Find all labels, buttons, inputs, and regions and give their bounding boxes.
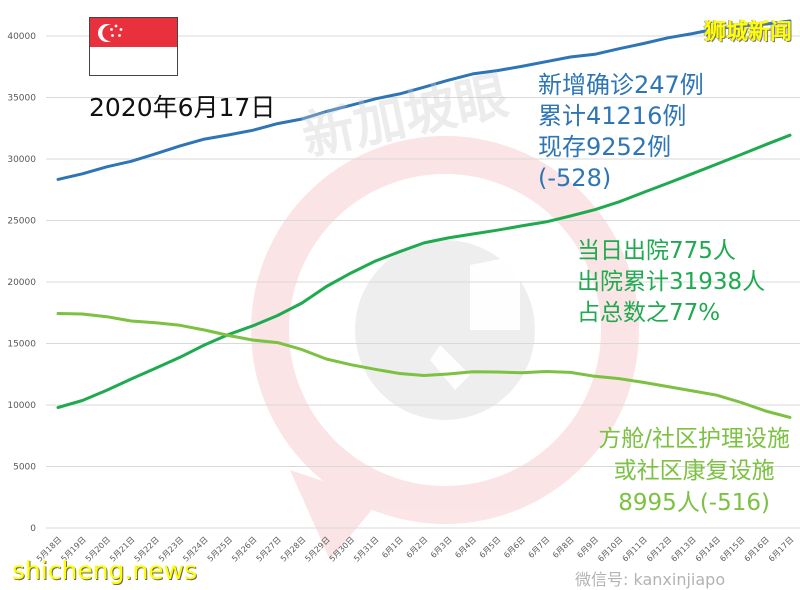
singapore-flag-icon [89, 17, 178, 76]
grid-lines [46, 35, 800, 529]
facility-label-line1: 方舱/社区护理设施 [598, 426, 790, 452]
y-tick-label: 5000 [13, 463, 36, 473]
x-tick-label: 6月17日 [767, 535, 795, 563]
discharged-percent-text: 占总数之77% [577, 300, 721, 326]
x-tick-label: 6月11日 [621, 535, 649, 563]
y-axis-ticks: 0 5000 10000 15000 20000 25000 30000 35000 40000 [7, 32, 36, 534]
confirmed-annotation: 新增确诊247例 累计41216例 现存9252例 (-528) [538, 70, 704, 194]
total-cases-text: 累计41216例 [538, 102, 687, 130]
series-lines [56, 19, 792, 419]
community-facility-annotation: 方舱/社区护理设施 或社区康复设施 8995人(-516) [598, 423, 790, 519]
x-tick-label: 6月8日 [551, 535, 576, 560]
x-tick-label: 5月31日 [352, 535, 380, 563]
x-tick-label: 6月2日 [405, 535, 430, 560]
y-tick-label: 25000 [7, 217, 36, 227]
x-tick-label: 6月15日 [718, 535, 746, 563]
y-tick-label: 0 [30, 524, 36, 534]
x-tick-label: 5月27日 [255, 535, 283, 563]
x-tick-label: 5月26日 [230, 535, 258, 563]
facility-count-text: 8995人(-516) [618, 490, 770, 516]
x-tick-label: 5月28日 [279, 535, 307, 563]
y-tick-label: 35000 [7, 94, 36, 104]
brand-logo-text: 狮城新闻 [703, 20, 792, 45]
chart-date-title: 2020年6月17日 [89, 93, 276, 122]
x-tick-label: 6月10日 [596, 535, 624, 563]
x-tick-label: 6月5日 [478, 535, 503, 560]
y-tick-label: 20000 [7, 278, 36, 288]
wechat-watermark: 微信号: kanxinjiapo [575, 570, 726, 589]
total-discharged-text: 出院累计31938人 [577, 269, 766, 295]
x-tick-label: 6月6日 [502, 535, 527, 560]
y-tick-label: 15000 [7, 340, 36, 350]
series-line-1 [56, 133, 792, 409]
y-tick-label: 40000 [7, 32, 36, 42]
active-cases-text: 现存9252例 [538, 133, 672, 161]
x-tick-label: 6月13日 [669, 535, 697, 563]
x-tick-label: 6月14日 [694, 535, 722, 563]
daily-discharged-text: 当日出院775人 [577, 238, 736, 264]
discharged-annotation: 当日出院775人 出院累计31938人 占总数之77% [577, 236, 765, 329]
x-tick-label: 6月4日 [453, 535, 478, 560]
site-watermark: shicheng.news [12, 556, 198, 585]
x-tick-label: 6月7日 [527, 535, 552, 560]
series-line-2 [56, 312, 792, 419]
x-tick-label: 6月12日 [645, 535, 673, 563]
y-tick-label: 30000 [7, 155, 36, 165]
x-tick-label: 5月25日 [206, 535, 234, 563]
x-tick-label: 6月16日 [743, 535, 771, 563]
x-tick-label: 6月1日 [380, 535, 405, 560]
y-tick-label: 10000 [7, 401, 36, 411]
x-tick-label: 6月3日 [429, 535, 454, 560]
new-cases-text: 新增确诊247例 [538, 71, 704, 99]
facility-label-line2: 或社区康复设施 [613, 458, 775, 484]
series-line-0 [56, 19, 792, 181]
crescent-stars-icon [98, 24, 123, 42]
active-change-text: (-528) [538, 164, 612, 192]
